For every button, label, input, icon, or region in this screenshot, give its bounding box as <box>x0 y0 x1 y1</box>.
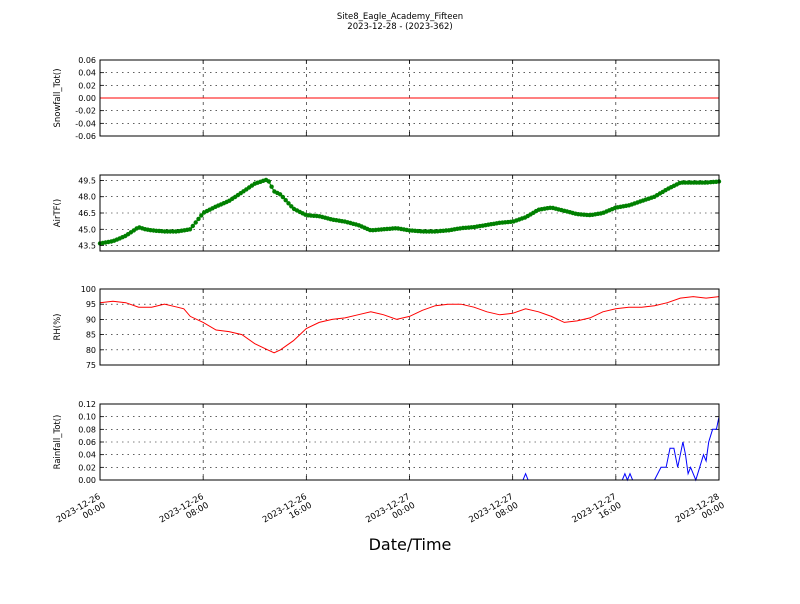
y-tick-label: 0.06 <box>78 56 96 65</box>
x-tick-label: 2023-12-2608:00 <box>158 492 211 534</box>
chart-panel: 49.5 48.0 46.5 45.0 43.5 AirTF() <box>53 174 722 252</box>
x-tick-label: 2023-12-2708:00 <box>467 492 520 534</box>
y-axis-label: RH(%) <box>53 313 63 340</box>
y-tick-label: 0.08 <box>78 425 96 434</box>
y-axis-label: Rainfall_Tot() <box>53 415 63 470</box>
data-point <box>193 220 198 225</box>
data-point <box>190 223 195 229</box>
y-tick-label: 0.04 <box>78 69 96 78</box>
y-tick-label: -0.02 <box>75 107 96 116</box>
chart-panel: 0.12 0.10 0.08 0.06 0.04 0.02 0.00 Rainfall_Tot… <box>53 400 720 485</box>
data-point <box>266 179 271 184</box>
data-point <box>277 192 283 197</box>
x-tick-label: 2023-12-2800:00 <box>674 492 727 534</box>
y-tick-label: 49.5 <box>78 176 96 185</box>
y-tick-label: 100 <box>81 285 96 294</box>
data-point <box>199 213 204 218</box>
y-tick-label: 0.02 <box>78 81 96 90</box>
y-tick-label: 0.02 <box>78 463 96 472</box>
plot-frame <box>99 288 720 366</box>
y-tick-label: 43.5 <box>78 242 96 251</box>
plot-frame <box>99 403 720 481</box>
plot-frame <box>99 174 720 252</box>
data-line <box>100 416 720 482</box>
chart-title: Site8_Eagle_Academy_Fifteen <box>337 12 463 22</box>
y-axis-label: AirTF() <box>53 199 63 227</box>
y-tick-label: 0.00 <box>78 476 96 485</box>
x-tick-label: 2023-12-2616:00 <box>261 492 314 534</box>
y-tick-label: 0.06 <box>78 438 96 447</box>
data-point <box>196 216 201 222</box>
y-tick-label: 95 <box>86 300 96 309</box>
data-point <box>286 201 291 206</box>
y-tick-label: 0.12 <box>78 400 96 409</box>
y-tick-label: 46.5 <box>78 209 96 218</box>
y-tick-label: 75 <box>86 361 96 370</box>
y-axis-label: Snowfall_Tot() <box>53 68 63 127</box>
x-tick-label: 2023-12-2700:00 <box>364 492 417 534</box>
chart-subtitle: 2023-12-28 - (2023-362) <box>347 22 452 32</box>
chart-panel: 0.06 0.04 0.02 0.00 -0.02 -0.04 -0.06 Snowfall_… <box>53 56 720 141</box>
y-tick-label: 0.04 <box>78 451 96 460</box>
data-line <box>99 296 720 354</box>
y-tick-label: 0.10 <box>78 413 96 422</box>
chart-panel: 100 95 90 85 80 75 RH(%) <box>53 285 720 370</box>
y-tick-label: 80 <box>86 346 96 355</box>
y-tick-label: -0.04 <box>75 119 96 128</box>
data-point <box>187 227 193 232</box>
data-point <box>283 198 288 203</box>
y-tick-label: 45.0 <box>78 225 96 234</box>
y-tick-label: 90 <box>86 315 96 324</box>
y-tick-label: 85 <box>86 331 96 340</box>
x-tick-label: 2023-12-2600:00 <box>55 492 108 534</box>
x-tick-label: 2023-12-2716:00 <box>571 492 624 534</box>
x-axis-label: Date/Time <box>369 535 452 554</box>
y-tick-label: -0.06 <box>75 132 96 141</box>
data-point <box>269 184 274 189</box>
plot-frame <box>99 59 720 137</box>
data-point <box>280 194 286 200</box>
y-tick-label: 48.0 <box>78 193 96 202</box>
data-point <box>289 204 294 209</box>
y-tick-label: 0.00 <box>78 94 96 103</box>
